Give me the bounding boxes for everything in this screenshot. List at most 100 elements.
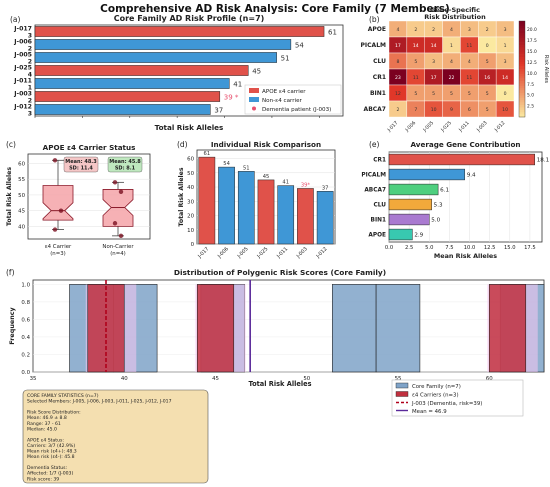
- y-tick-label: 0.4: [21, 335, 30, 341]
- cell-value: 4: [468, 59, 471, 65]
- x-tick-label: 40: [121, 376, 128, 382]
- colorbar-step: [519, 71, 525, 75]
- colorbar-step: [519, 102, 525, 106]
- value-label: 6.1: [440, 188, 449, 194]
- colorbar-step: [519, 45, 525, 48]
- bar-J-012: [34, 104, 211, 115]
- value-label: 51: [243, 165, 250, 171]
- value-label: 39*: [301, 182, 311, 188]
- stats-line: Mean risk (ε4-): 45.8: [27, 454, 75, 460]
- value-label: 5.3: [434, 203, 443, 209]
- bar-J-006: [34, 39, 292, 50]
- stat-mean: Mean: 45.8: [109, 159, 141, 165]
- data-point: [52, 227, 58, 232]
- colorbar-tick: 5.0: [527, 93, 534, 99]
- cell-value: 6: [468, 107, 471, 113]
- y-tick-label: 0.2: [21, 352, 30, 358]
- cell-value: 14: [431, 43, 437, 49]
- stat-sd: SD: 11.4: [69, 166, 93, 172]
- x-axis-label: Total Risk Alleles: [248, 380, 311, 388]
- value-label: 37: [322, 185, 329, 191]
- x-tick-label: J-017: [196, 246, 210, 260]
- stat-sd: SD: 8.1: [115, 166, 136, 172]
- cell-value: 17: [431, 75, 437, 81]
- cell-value: 5: [414, 91, 417, 97]
- colorbar-step: [519, 107, 525, 111]
- legend-label: Core Family (n=7): [412, 384, 461, 390]
- y-tick-label: 3: [28, 111, 32, 118]
- chart-title: APOE ε4 Carrier Status: [43, 143, 136, 152]
- colorbar-tick: 15.0: [527, 49, 537, 55]
- panel-letter: (a): [10, 15, 21, 24]
- y-tick-label: BIN1: [371, 218, 386, 224]
- colorbar-tick: 10.0: [527, 71, 537, 77]
- panel-letter: (b): [369, 15, 380, 24]
- cell-value: 11: [466, 75, 472, 81]
- bar-BIN1: [388, 213, 430, 226]
- colorbar-step: [519, 49, 525, 53]
- row-label: ABCA7: [364, 106, 386, 113]
- colorbar-step: [519, 100, 525, 103]
- cell-value: 16: [484, 75, 490, 81]
- bar-PICALM: [388, 168, 465, 181]
- cell-value: 1: [504, 43, 507, 49]
- colorbar-step: [519, 28, 525, 31]
- colorbar-step: [519, 40, 525, 43]
- colorbar-step: [519, 109, 525, 113]
- x-tick-label: 17.5: [524, 245, 536, 251]
- y-tick-label: 50: [187, 171, 194, 177]
- cell-value: 2: [486, 27, 489, 33]
- row-label: APOE: [368, 26, 386, 33]
- x-tick-label: 7.5: [445, 245, 453, 251]
- cell-value: 2: [414, 27, 417, 33]
- col-label: J-011: [457, 120, 471, 134]
- cell-value: 4: [396, 27, 399, 33]
- x-tick-label: 2.5: [405, 245, 413, 251]
- colorbar-step: [519, 35, 525, 39]
- colorbar-step: [519, 73, 525, 77]
- legend-swatch: [395, 382, 409, 389]
- stats-line: Range: 37 - 61: [27, 421, 61, 427]
- y-tick-label: 40: [18, 224, 25, 230]
- bar-CR1: [388, 153, 536, 166]
- colorbar-frame: [518, 20, 526, 118]
- cell-value: 22: [449, 75, 455, 81]
- colorbar-step: [519, 23, 525, 27]
- colorbar-tick: 20.0: [527, 27, 537, 33]
- row-label: CLU: [373, 58, 386, 65]
- bar-J-017: [198, 156, 216, 245]
- y-tick-label: 55: [18, 177, 25, 183]
- stats-line: APOE ε4 Status:: [27, 437, 64, 443]
- legend-marker: [252, 106, 256, 111]
- colorbar-step: [519, 93, 525, 96]
- cell-value: 7: [414, 107, 417, 113]
- cell-value: 11: [466, 43, 472, 49]
- colorbar-step: [519, 64, 525, 67]
- y-tick-label: ABCA7: [364, 188, 386, 194]
- histogram-bar-e4: [196, 284, 235, 373]
- page-title: Comprehensive AD Risk Analysis: Core Fam…: [100, 3, 450, 15]
- colorbar-step: [519, 30, 525, 34]
- colorbar-step: [519, 33, 525, 36]
- stats-line: Median: 45.0: [27, 426, 57, 432]
- bar-J-025: [34, 65, 249, 76]
- chart-title: Risk Distribution: [424, 13, 486, 21]
- legend-box: [244, 84, 342, 115]
- bar-J-003: [34, 91, 221, 102]
- panel-letter: (e): [369, 140, 380, 149]
- data-point: [118, 189, 124, 194]
- y-tick-label: J-025: [13, 65, 32, 72]
- y-tick-label: 60: [187, 157, 194, 163]
- bar-J-003: [297, 188, 314, 245]
- cell-value: 5: [414, 59, 417, 65]
- panel-a-risk-profile: (a) Core Family AD Risk Profile (n=7) 61 J-…: [10, 14, 344, 132]
- value-label: 18.1: [537, 158, 550, 164]
- value-label: 5.0: [431, 218, 440, 224]
- cell-value: 0: [486, 43, 489, 49]
- colorbar-step: [519, 95, 525, 99]
- value-label: 45: [263, 174, 270, 180]
- legend-label: Mean = 46.9: [412, 409, 447, 415]
- colorbar-step: [519, 66, 525, 70]
- chart-title: Individual Risk Comparison: [211, 140, 321, 149]
